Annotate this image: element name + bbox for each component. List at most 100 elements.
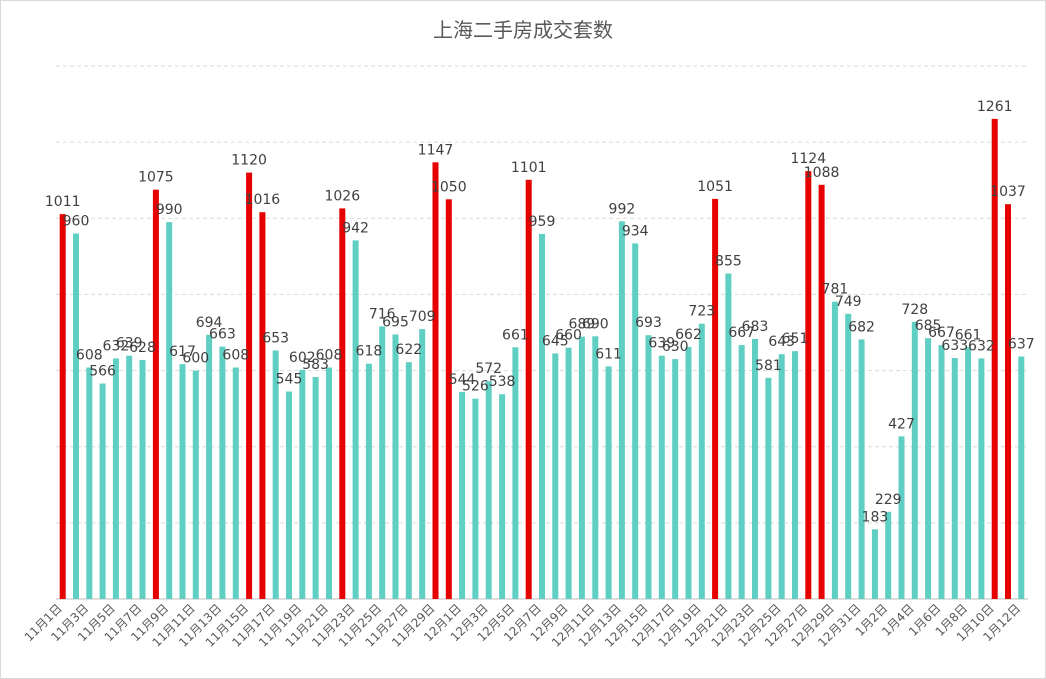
value-label-12月23日: 683 [742,319,769,335]
bar-11月28日 [419,329,426,599]
chart-title: 上海二手房成交套数 [433,18,613,42]
bar-12月17日 [672,359,679,599]
value-label-1月11日: 1037 [990,184,1026,200]
value-label-12月7日: 959 [529,214,556,230]
bar-11月5日 [112,358,119,599]
value-label-11月12日: 694 [196,315,223,331]
value-label-11月11日: 600 [182,351,209,367]
bar-11月17日 [272,350,279,599]
bar-11月27日 [405,362,412,599]
bar-11月19日 [299,369,306,599]
value-label-1月4日: 728 [901,302,928,318]
value-label-11月24日: 618 [356,344,383,360]
bar-12月14日 [632,243,639,599]
bar-11月30日 [445,199,452,600]
value-label-12月21日: 855 [715,254,742,270]
value-label-11月16日: 1016 [245,192,281,208]
bar-12月25日 [778,354,785,599]
value-label-12月8日: 645 [542,333,569,349]
value-label-11月20日: 583 [302,357,329,373]
value-label-12月26日: 651 [782,331,809,347]
bar-11月29日 [432,162,439,600]
value-label-11月26日: 695 [382,314,409,330]
bar-11月22日 [339,208,346,599]
value-label-11月13日: 663 [209,327,236,343]
bar-12月21日 [725,273,732,599]
value-label-11月28日: 709 [409,309,436,325]
value-label-11月19日: 602 [289,350,316,366]
value-label-12月3日: 572 [475,361,502,377]
bar-1月3日 [898,436,905,599]
bar-12月19日 [698,323,705,599]
value-label-11月7日: 628 [129,340,156,356]
bar-12月22日 [738,345,745,599]
bar-11月16日 [259,212,266,599]
bar-12月31日 [858,339,865,599]
value-label-12月30日: 749 [835,294,862,310]
value-label-11月22日: 1026 [324,188,360,204]
bar-12月1日 [459,391,466,599]
bar-12月10日 [578,336,585,599]
bar-11月24日 [365,363,372,599]
value-label-12月1日: 544 [449,372,476,388]
bar-12月5日 [512,347,519,599]
bar-11月6日 [126,355,133,599]
value-label-12月5日: 661 [502,327,529,343]
bar-1月9日 [978,358,985,599]
value-label-1月9日: 632 [968,338,995,354]
value-label-1月10日: 1261 [977,99,1013,115]
value-label-11月25日: 716 [369,306,396,322]
value-label-1月6日: 667 [928,325,955,341]
bar-12月2日 [472,398,479,599]
value-label-11月21日: 608 [316,348,343,364]
value-label-11月2日: 960 [63,214,90,230]
bar-12月26日 [792,351,798,599]
value-label-11月30日: 1050 [431,179,467,195]
bar-12月6日 [525,179,532,600]
bar-11月10日 [179,364,186,599]
value-label-12月31日: 682 [848,319,875,335]
bar-1月6日 [938,345,945,599]
bar-11月15日 [246,172,253,599]
value-label-1月5日: 685 [915,318,942,334]
bar-11月2日 [73,233,79,599]
bar-11月1日 [59,214,66,599]
bar-11月18日 [286,391,292,599]
bar-1月2日 [885,511,892,599]
bar-12月27日 [805,171,812,599]
value-label-1月3日: 427 [888,416,915,432]
bar-11月23日 [352,240,359,599]
bar-11月20日 [312,377,319,599]
bar-12月8日 [552,353,559,599]
value-label-12月29日: 781 [822,282,849,298]
value-label-12月28日: 1088 [804,165,840,181]
value-label-11月6日: 639 [116,336,143,352]
value-label-11月3日: 608 [76,348,103,364]
bar-12月15日 [645,335,652,599]
value-label-11月17日: 653 [262,330,289,346]
value-label-12月20日: 1051 [697,179,733,195]
bar-11月21日 [326,367,332,599]
value-label-12月19日: 723 [688,304,715,320]
value-label-11月14日: 608 [222,348,249,364]
bar-1月11日 [1005,204,1011,599]
value-label-12月11日: 690 [582,316,609,332]
value-label-12月2日: 526 [462,379,489,395]
value-label-11月4日: 566 [89,364,116,380]
value-label-layer: 1011960608566632639628107599061760069466… [45,99,1035,525]
bar-12月23日 [752,339,758,599]
value-label-12月12日: 611 [595,346,622,362]
value-label-11月1日: 1011 [45,194,81,210]
value-label-12月18日: 662 [675,327,702,343]
bar-1月10日 [991,118,998,600]
x-tick-layer: 11月1日11月3日11月5日11月7日11月9日11月11日11月13日11月… [22,601,1024,649]
bar-11月14日 [232,367,239,599]
value-label-12月14日: 934 [622,223,649,239]
bar-12月7日 [539,233,545,599]
bar-11月25日 [379,326,386,599]
value-label-12月27日: 1124 [790,151,826,167]
bar-1月4日 [911,321,918,599]
bar-12月4日 [499,394,506,599]
value-label-12月4日: 538 [489,374,516,390]
